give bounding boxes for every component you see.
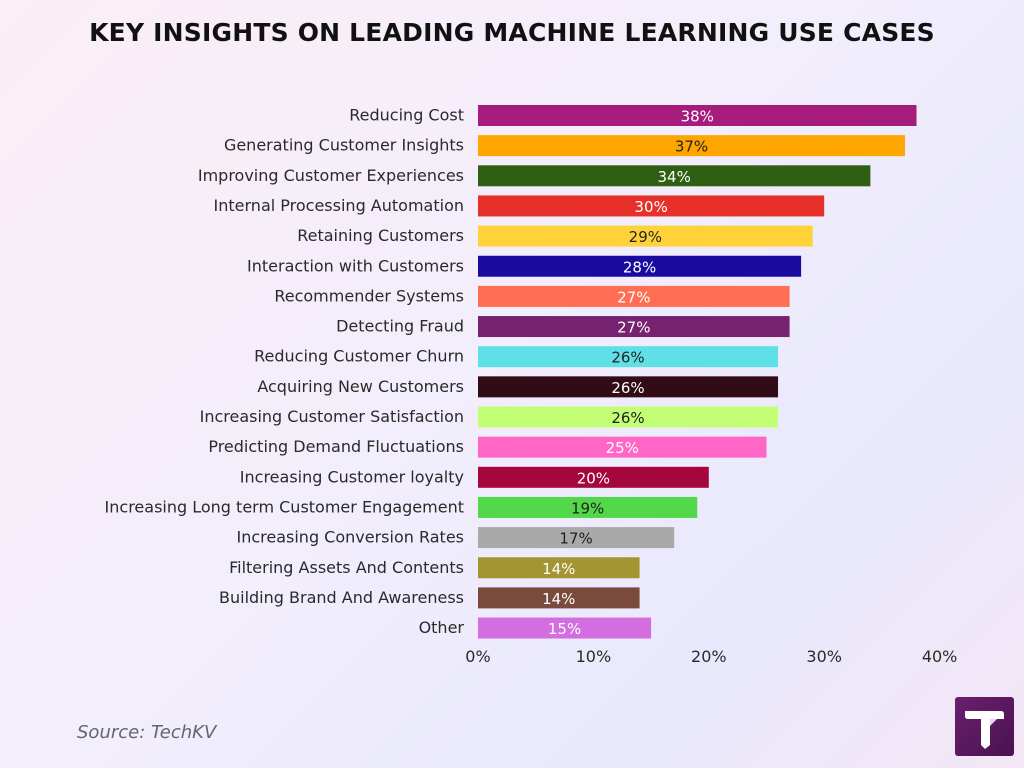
category-label: Increasing Conversion Rates: [236, 528, 464, 547]
x-tick-label: 40%: [922, 647, 958, 666]
bar: [478, 527, 675, 549]
bar: [478, 285, 790, 307]
data-label: 14%: [542, 590, 575, 608]
bar: [478, 466, 709, 488]
bar: [478, 255, 802, 277]
category-label: Retaining Customers: [297, 226, 464, 245]
category-label: Increasing Long term Customer Engagement: [105, 497, 464, 516]
category-label: Predicting Demand Fluctuations: [208, 437, 464, 456]
data-label: 34%: [658, 168, 691, 186]
bar: [478, 316, 790, 338]
data-label: 20%: [577, 469, 610, 487]
x-tick-label: 20%: [691, 647, 727, 666]
category-label: Increasing Customer Satisfaction: [200, 407, 464, 426]
category-labels: Reducing Cost Generating Customer Insight…: [105, 106, 465, 638]
category-label: Generating Customer Insights: [224, 136, 464, 155]
data-label: 26%: [611, 349, 644, 367]
data-labels: 38% 37% 34% 30% 29% 28% 27% 27% 26% 26% 26% 25% 20% 1…: [542, 108, 714, 639]
bar: [478, 135, 905, 157]
data-label: 38%: [681, 108, 714, 126]
data-label: 15%: [548, 620, 581, 638]
data-label: 26%: [611, 379, 644, 397]
data-label: 26%: [611, 409, 644, 427]
category-label: Acquiring New Customers: [257, 377, 464, 396]
data-label: 37%: [675, 138, 708, 156]
category-label: Other: [419, 618, 465, 637]
bar: [478, 225, 813, 247]
category-label: Filtering Assets And Contents: [229, 558, 464, 577]
category-label: Improving Customer Experiences: [198, 166, 464, 185]
bar: [478, 436, 767, 458]
data-label: 28%: [623, 258, 656, 276]
data-label: 25%: [606, 439, 639, 457]
data-label: 14%: [542, 560, 575, 578]
category-label: Interaction with Customers: [247, 256, 464, 275]
bar: [478, 165, 871, 187]
category-label: Internal Processing Automation: [214, 196, 464, 215]
bar: [478, 557, 640, 579]
category-label: Recommender Systems: [274, 286, 464, 305]
data-label: 19%: [571, 499, 604, 517]
data-label: 17%: [559, 530, 592, 548]
category-label: Increasing Customer loyalty: [240, 467, 464, 486]
x-tick-label: 30%: [806, 647, 842, 666]
category-label: Detecting Fraud: [336, 317, 464, 336]
bar: [478, 195, 825, 217]
category-label: Reducing Cost: [349, 106, 464, 125]
category-label: Building Brand And Awareness: [219, 588, 464, 607]
techkv-logo-icon: [955, 697, 1014, 756]
bars: [478, 105, 917, 639]
bar: [478, 496, 698, 518]
bar: [478, 587, 640, 609]
bar: [478, 617, 652, 639]
data-label: 27%: [617, 288, 650, 306]
chart-title: KEY INSIGHTS ON LEADING MACHINE LEARNING…: [89, 18, 935, 47]
data-label: 30%: [634, 198, 667, 216]
source-note: Source: TechKV: [77, 722, 217, 743]
data-label: 29%: [629, 228, 662, 246]
bar: [478, 406, 779, 428]
data-label: 27%: [617, 319, 650, 337]
x-tick-label: 10%: [576, 647, 612, 666]
bar: [478, 346, 779, 368]
bar: [478, 105, 917, 126]
bar: [478, 376, 779, 398]
category-label: Reducing Customer Churn: [254, 347, 464, 366]
x-axis-ticks: 0% 10% 20% 30% 40%: [465, 647, 957, 666]
x-tick-label: 0%: [465, 647, 490, 666]
